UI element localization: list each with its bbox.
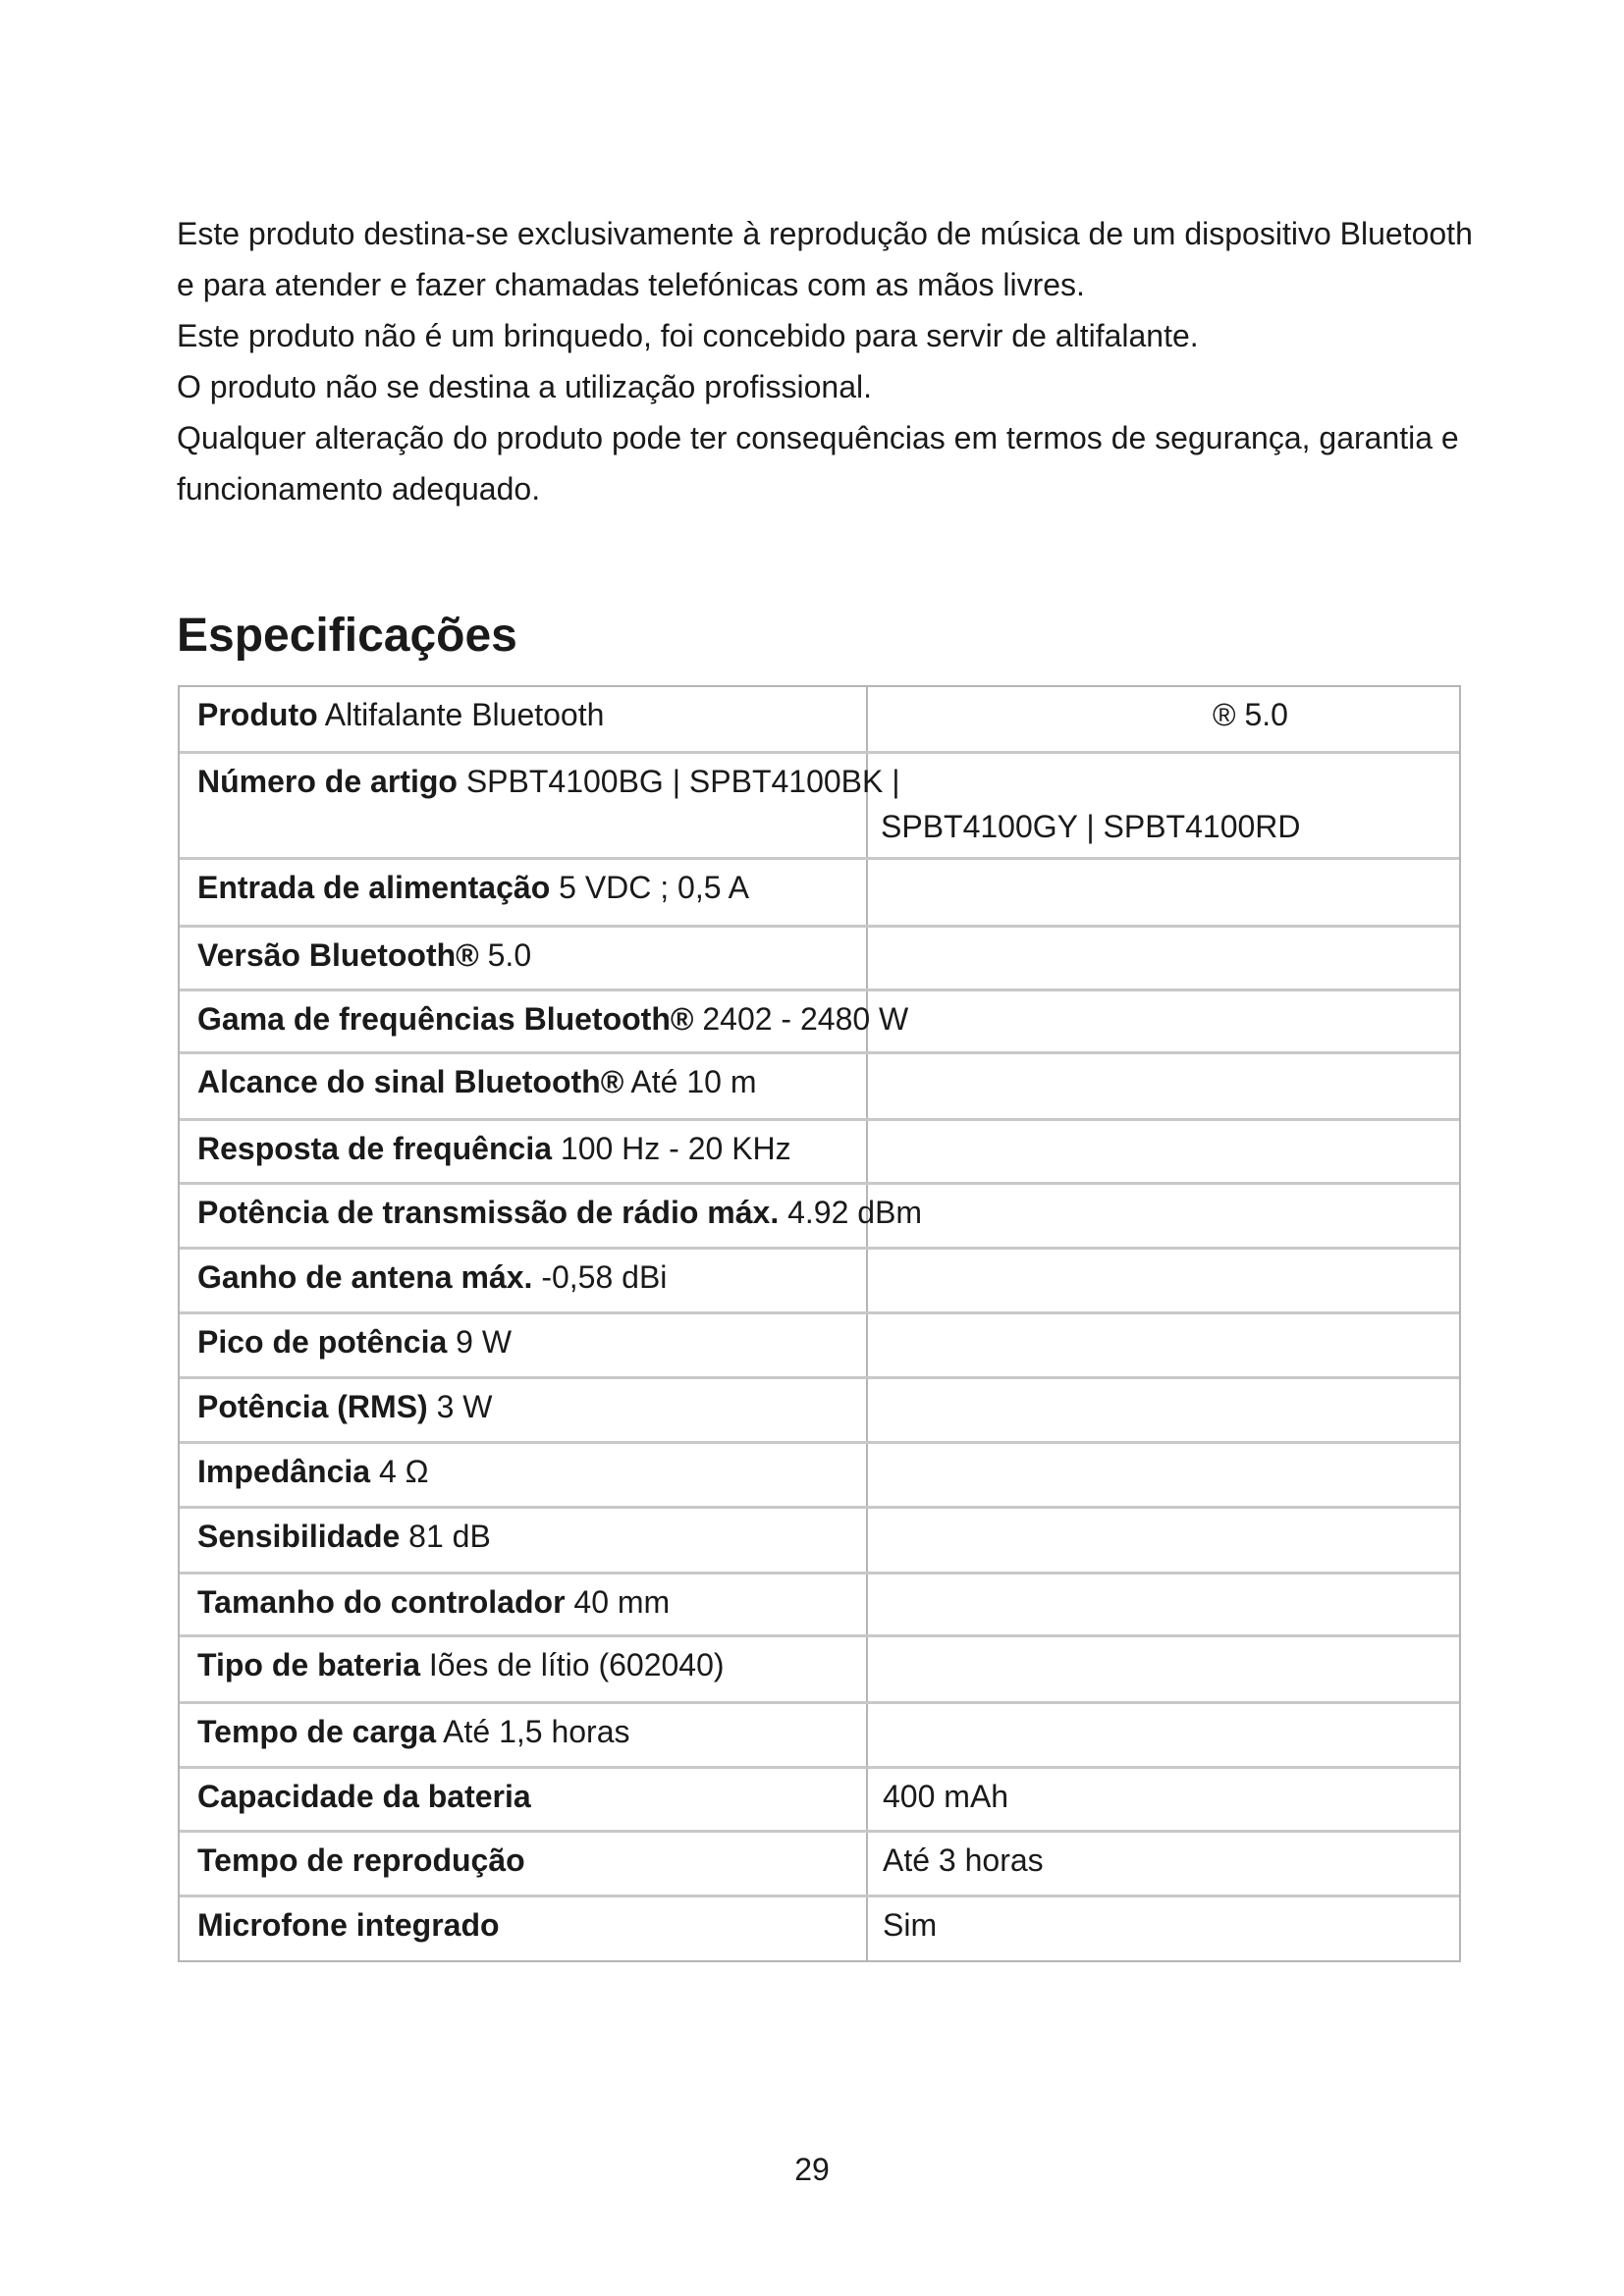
spec-value: 81 dB — [408, 1519, 491, 1554]
spec-right-value: Sim — [883, 1907, 938, 1943]
spec-cell: Gama de frequências Bluetooth® 2402 - 24… — [197, 1001, 908, 1038]
table-row: Pico de potência 9 W — [180, 1314, 1459, 1379]
spec-label: Microfone integrado — [197, 1907, 500, 1943]
intro-paragraph: O produto não se destina a utilização pr… — [177, 369, 872, 404]
table-row: Tempo de carga Até 1,5 horas — [180, 1704, 1459, 1769]
spec-label: Produto — [197, 697, 318, 732]
spec-value: 5 VDC ; 0,5 A — [559, 870, 749, 905]
spec-cell: Resposta de frequência 100 Hz - 20 KHz — [197, 1131, 791, 1167]
spec-cell: Tempo de carga Até 1,5 horas — [197, 1714, 630, 1750]
spec-label: Tempo de carga — [197, 1714, 437, 1749]
spec-label: Tamanho do controlador — [197, 1584, 566, 1620]
spec-cell: Potência (RMS) 3 W — [197, 1389, 492, 1425]
spec-value: Até 10 m — [630, 1064, 757, 1099]
table-row: Tipo de bateria Iões de lítio (602040) — [180, 1637, 1459, 1704]
spec-cell: Tamanho do controlador 40 mm — [197, 1584, 670, 1621]
table-row: Capacidade da bateria 400 mAh — [180, 1769, 1459, 1833]
table-row: Número de artigo SPBT4100BG | SPBT4100BK… — [180, 754, 1459, 860]
spec-cell: Potência de transmissão de rádio máx. 4.… — [197, 1195, 922, 1231]
spec-label: Ganho de antena máx. — [197, 1259, 533, 1295]
table-row: Produto Altifalante Bluetooth ® 5.0 — [180, 687, 1459, 754]
spec-value: 4.92 dBm — [787, 1195, 923, 1230]
spec-cell: Microfone integrado — [197, 1907, 500, 1944]
spec-cell: Número de artigo SPBT4100BG | SPBT4100BK… — [197, 764, 900, 800]
intro-text: Este produto destina-se exclusivamente à… — [177, 208, 1473, 514]
spec-label: Tipo de bateria — [197, 1647, 421, 1682]
table-row: Versão Bluetooth® 5.0 — [180, 928, 1459, 991]
spec-value: SPBT4100BG | SPBT4100BK | — [465, 764, 900, 799]
spec-value: 9 W — [456, 1324, 513, 1360]
spec-cell: Alcance do sinal Bluetooth® Até 10 m — [197, 1064, 756, 1100]
spec-label: Impedância — [197, 1454, 371, 1489]
intro-paragraph: Qualquer alteração do produto pode ter c… — [177, 420, 1459, 507]
spec-label: Sensibilidade — [197, 1519, 401, 1554]
table-row: Ganho de antena máx. -0,58 dBi — [180, 1250, 1459, 1314]
table-row: Microfone integrado Sim — [180, 1897, 1459, 1962]
spec-value: Altifalante Bluetooth — [324, 697, 605, 732]
spec-label: Capacidade da bateria — [197, 1779, 531, 1814]
table-row: Entrada de alimentação 5 VDC ; 0,5 A — [180, 860, 1459, 928]
spec-label: Entrada de alimentação — [197, 870, 551, 905]
spec-value: 5.0 — [487, 937, 532, 973]
spec-cell: Impedância 4 Ω — [197, 1454, 429, 1490]
spec-cell: Produto Altifalante Bluetooth — [197, 697, 604, 733]
spec-right-value: 400 mAh — [883, 1779, 1009, 1814]
table-row: Impedância 4 Ω — [180, 1444, 1459, 1509]
spec-cell: Sensibilidade 81 dB — [197, 1519, 491, 1555]
spec-value: 2402 - 2480 W — [702, 1001, 909, 1037]
table-row: Gama de frequências Bluetooth® 2402 - 24… — [180, 991, 1459, 1054]
table-row: Resposta de frequência 100 Hz - 20 KHz — [180, 1121, 1459, 1185]
spec-label: Potência de transmissão de rádio máx. — [197, 1195, 780, 1230]
spec-cell: Pico de potência 9 W — [197, 1324, 512, 1361]
spec-label: Resposta de frequência — [197, 1131, 552, 1166]
spec-value: Iões de lítio (602040) — [428, 1647, 725, 1682]
spec-label: Versão Bluetooth® — [197, 937, 479, 973]
spec-value: 4 Ω — [378, 1454, 429, 1489]
spec-cell: Capacidade da bateria — [197, 1779, 531, 1815]
spec-label: Pico de potência — [197, 1324, 448, 1360]
spec-value-continued: SPBT4100GY | SPBT4100RD — [881, 809, 1301, 844]
intro-paragraph: Este produto destina-se exclusivamente à… — [177, 216, 1473, 302]
page-number: 29 — [794, 2152, 830, 2187]
column-divider — [866, 687, 868, 1960]
spec-right-value: Até 3 horas — [883, 1842, 1044, 1878]
spec-value: Até 1,5 horas — [443, 1714, 630, 1749]
spec-label: Gama de frequências Bluetooth® — [197, 1001, 694, 1037]
table-row: Tamanho do controlador 40 mm — [180, 1575, 1459, 1637]
table-row: Alcance do sinal Bluetooth® Até 10 m — [180, 1054, 1459, 1121]
table-row: Tempo de reprodução Até 3 horas — [180, 1833, 1459, 1897]
section-heading: Especificações — [177, 610, 517, 662]
spec-cell: Entrada de alimentação 5 VDC ; 0,5 A — [197, 870, 749, 906]
spec-value: -0,58 dBi — [541, 1259, 668, 1295]
spec-value: 100 Hz - 20 KHz — [560, 1131, 791, 1166]
spec-label: Tempo de reprodução — [197, 1842, 525, 1878]
spec-label: Número de artigo — [197, 764, 458, 799]
spec-right-value: ® 5.0 — [1213, 697, 1288, 732]
spec-cell: Versão Bluetooth® 5.0 — [197, 937, 531, 974]
spec-label: Potência (RMS) — [197, 1389, 428, 1424]
table-row: Potência de transmissão de rádio máx. 4.… — [180, 1185, 1459, 1250]
table-row: Sensibilidade 81 dB — [180, 1509, 1459, 1575]
spec-value: 40 mm — [573, 1584, 671, 1620]
intro-paragraph: Este produto não é um brinquedo, foi con… — [177, 318, 1199, 353]
spec-cell: Tipo de bateria Iões de lítio (602040) — [197, 1647, 725, 1683]
spec-cell: Tempo de reprodução — [197, 1842, 525, 1879]
specs-table: Produto Altifalante Bluetooth ® 5.0 Número… — [178, 685, 1461, 1962]
spec-value: 3 W — [436, 1389, 493, 1424]
spec-label: Alcance do sinal Bluetooth® — [197, 1064, 624, 1099]
spec-cell: Ganho de antena máx. -0,58 dBi — [197, 1259, 667, 1296]
table-row: Potência (RMS) 3 W — [180, 1379, 1459, 1444]
